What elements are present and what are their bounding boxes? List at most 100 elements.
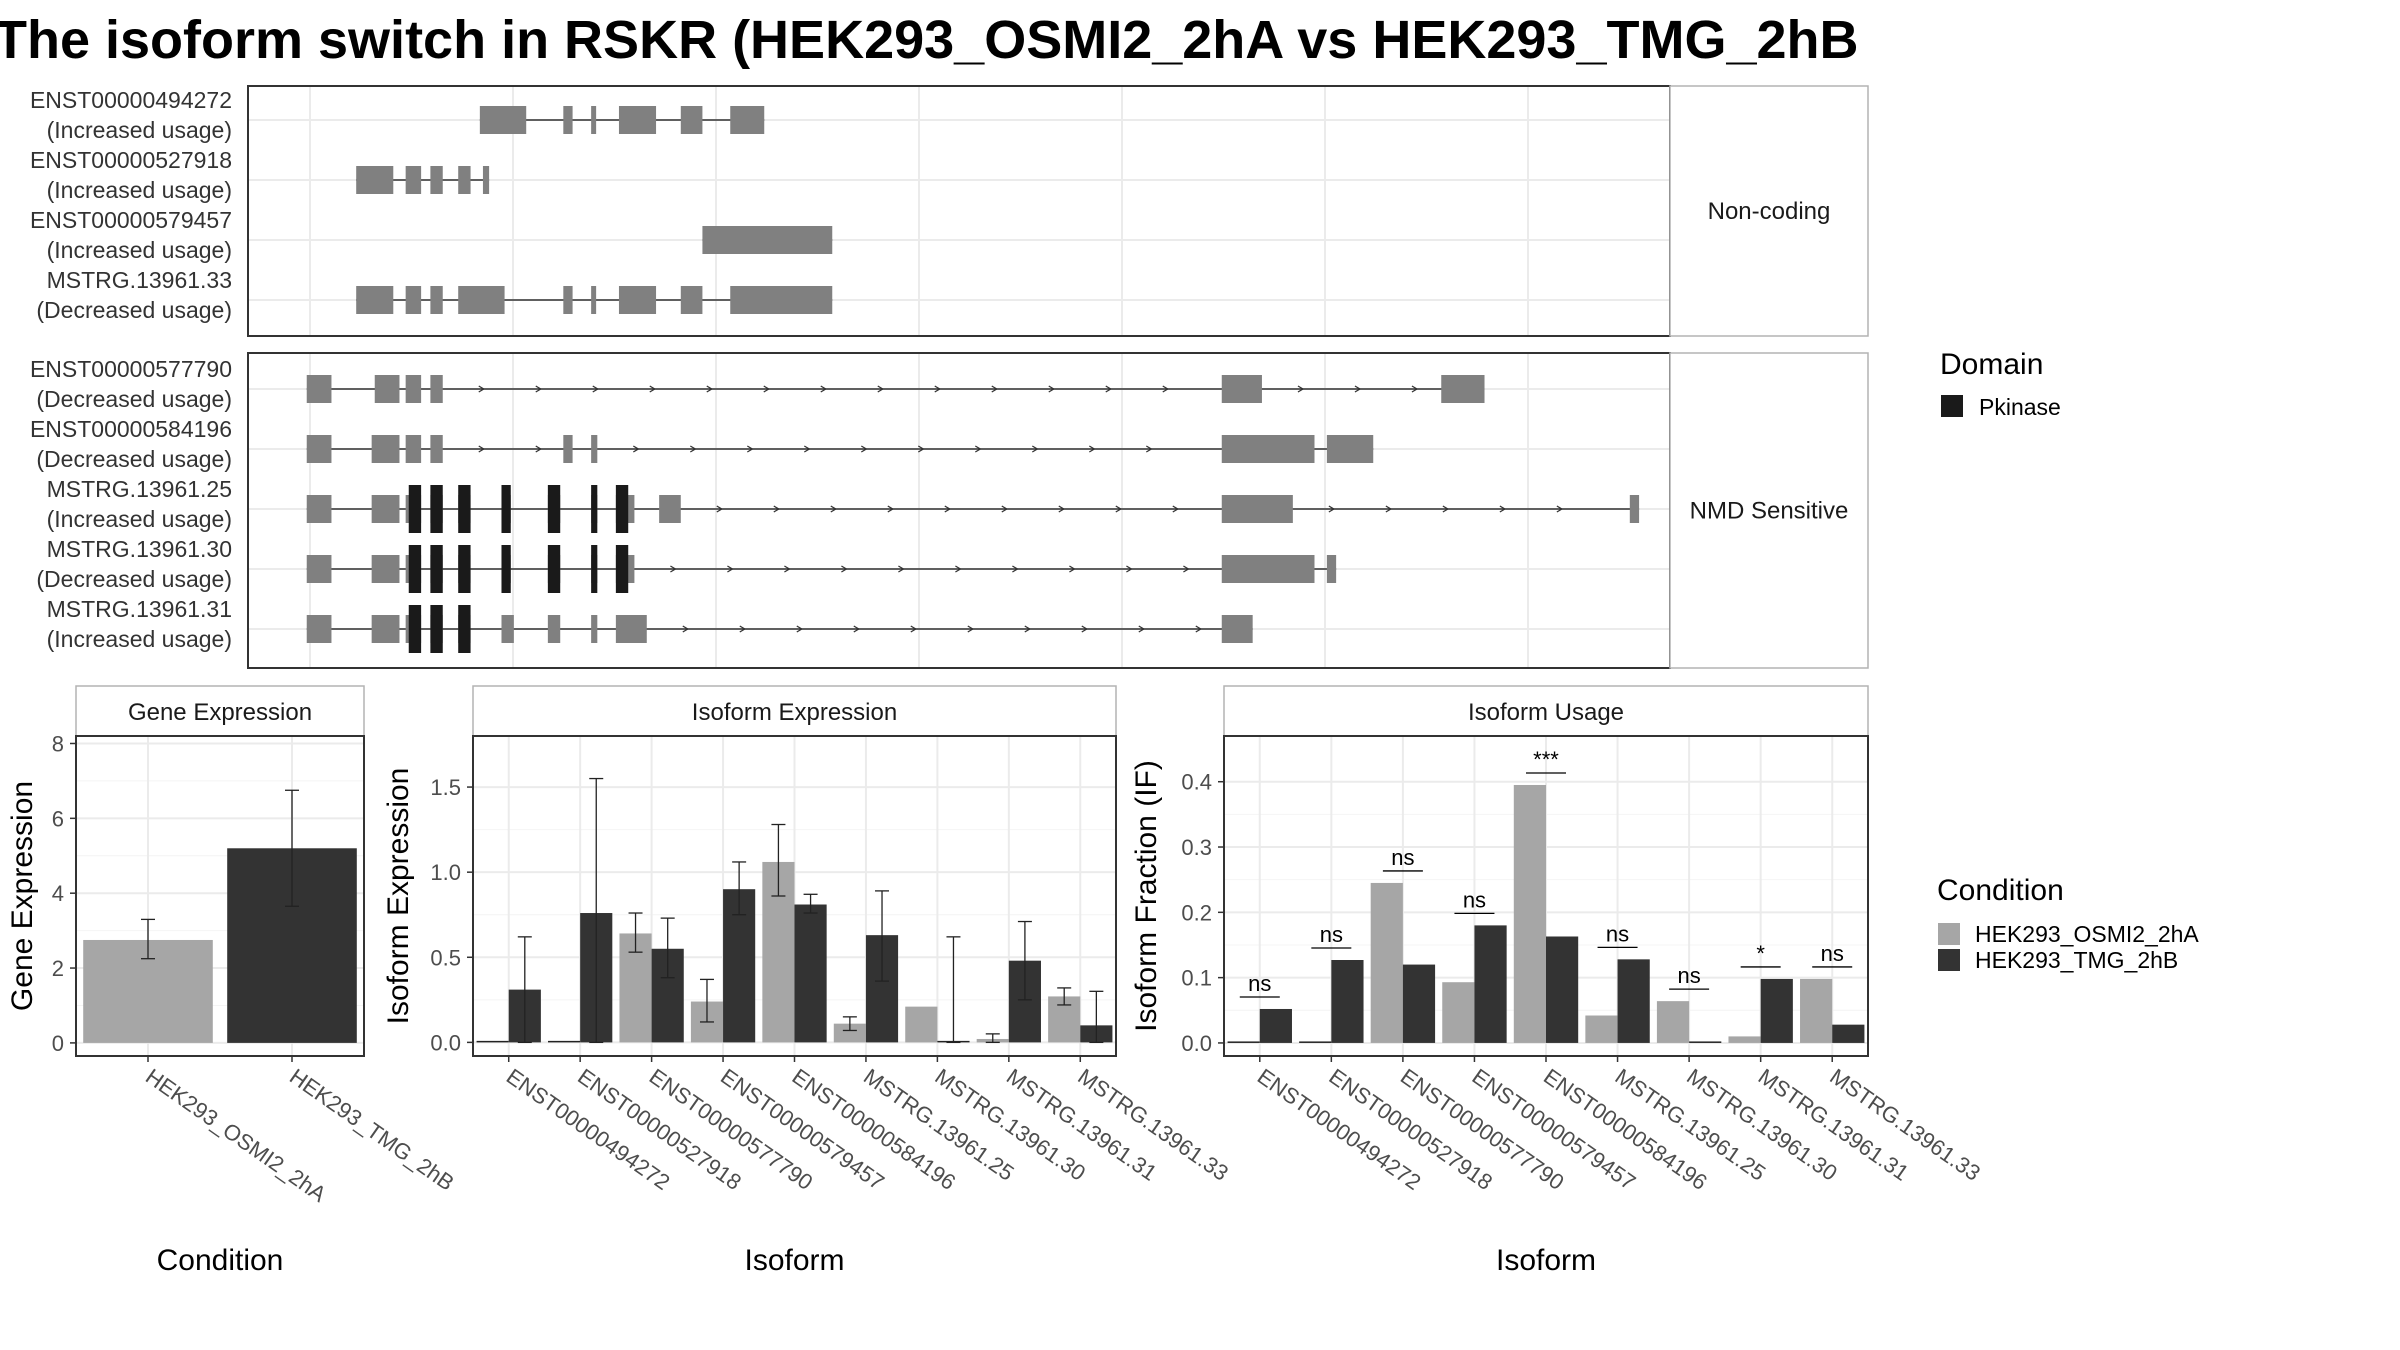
exon [547,615,561,643]
strand-arrow [944,505,952,513]
figure-title: The isoform switch in RSKR (HEK293_OSMI2… [0,10,1859,70]
isoform-usage-chart: Isoform Usage ns ns ns ns *** ns ns * ns 0.0 0.1 0.2… [1130,685,1985,1277]
pkinase-domain [458,485,471,533]
strand-arrow [1183,565,1190,573]
y-tick-label: 8 [52,731,64,756]
exon [430,286,443,314]
strand-arrow [1138,625,1146,633]
y-tick-label: 0.0 [1181,1031,1212,1056]
bar [476,1040,509,1043]
exon [1326,555,1337,583]
exon [680,106,703,134]
strand-arrow [592,385,600,393]
tmg-legend-key [1938,949,1960,971]
bar [1474,925,1507,1043]
osmi-legend-key [1938,923,1960,945]
strand-arrow [1069,565,1076,573]
transcript-usage-label: (Increased usage) [47,177,232,203]
chart-title-strip [1223,685,1869,737]
exon [615,615,647,643]
transcript-row: ENST00000577790 (Decreased usage) [30,356,1485,412]
bar [1370,882,1403,1043]
bar [1760,978,1793,1043]
tmg-legend-label: HEK293_TMG_2hB [1975,947,2178,973]
strand-arrow [746,445,754,453]
significance-label: ns [1821,941,1844,966]
exon [1221,615,1253,643]
exon [458,286,505,314]
strand-arrow [784,565,791,573]
plot-border [75,735,365,1057]
transcript-row: MSTRG.13961.31 (Increased usage) [47,596,1253,653]
strand-arrow [803,445,811,453]
strand-arrow [632,445,640,453]
condition-legend-title: Condition [1937,874,2064,907]
strand-arrow [727,565,734,573]
strand-arrow [967,625,975,633]
y-tick-label: 0.5 [430,945,461,970]
pkinase-legend-key [1941,395,1963,417]
strand-arrow [841,565,848,573]
pkinase-domain [615,485,629,533]
bar [548,1040,581,1043]
exon [371,495,400,523]
pkinase-domain [591,545,598,593]
x-axis-title: Condition [157,1244,284,1277]
bar [1832,1024,1865,1043]
strand-arrow [1499,505,1507,513]
transcript-usage-label: (Increased usage) [47,237,232,263]
exon [591,435,598,463]
significance-label: ns [1677,963,1700,988]
significance-label: *** [1533,747,1559,772]
y-tick-label: 0 [52,1031,64,1056]
transcript-id-label: ENST00000579457 [30,207,232,233]
facet-strip [1669,352,1869,669]
exon [730,286,833,314]
strand-arrow [1001,505,1009,513]
condition-legend: Condition HEK293_OSMI2_2hA HEK293_TMG_2h… [1937,874,2199,973]
exon [702,226,833,254]
transcript-row: ENST00000527918 (Increased usage) [30,147,490,203]
strand-arrow [739,625,747,633]
chart-title: Isoform Usage [1468,699,1624,726]
bar [1331,960,1364,1043]
exon [659,495,681,523]
pkinase-domain [408,545,422,593]
chart-title: Gene Expression [128,699,312,726]
strand-arrow [877,385,885,393]
exon [1441,375,1485,403]
strand-arrow [670,565,677,573]
bar [1689,1041,1722,1043]
strand-arrow [820,385,828,393]
exon [306,495,332,523]
exon [405,435,422,463]
exon [371,555,400,583]
strand-arrow [773,505,781,513]
pkinase-legend-label: Pkinase [1979,394,2061,420]
strand-arrow [1328,505,1336,513]
strand-arrow [1172,505,1180,513]
chart-title-strip [75,685,365,737]
bar [1259,1008,1292,1043]
exon [563,286,573,314]
strand-arrow [1081,625,1089,633]
transcript-row: ENST00000579457 (Increased usage) [30,207,833,263]
strand-arrow [887,505,895,513]
x-axis-title: Isoform [1496,1244,1596,1277]
pkinase-domain [408,605,422,653]
strand-arrow [974,445,982,453]
exon [405,375,422,403]
exon [1629,495,1640,523]
exon [591,615,598,643]
y-tick-label: 4 [52,881,64,906]
transcript-usage-label: (Increased usage) [47,117,232,143]
y-tick-label: 0.3 [1181,835,1212,860]
exon [479,106,527,134]
strand-arrow [716,505,724,513]
bar [1513,784,1546,1043]
transcript-row: MSTRG.13961.25 (Increased usage) [47,476,1640,533]
bar [1546,936,1579,1043]
exon [306,375,332,403]
pkinase-domain [458,605,471,653]
transcript-row: MSTRG.13961.30 (Decreased usage) [36,536,1337,593]
